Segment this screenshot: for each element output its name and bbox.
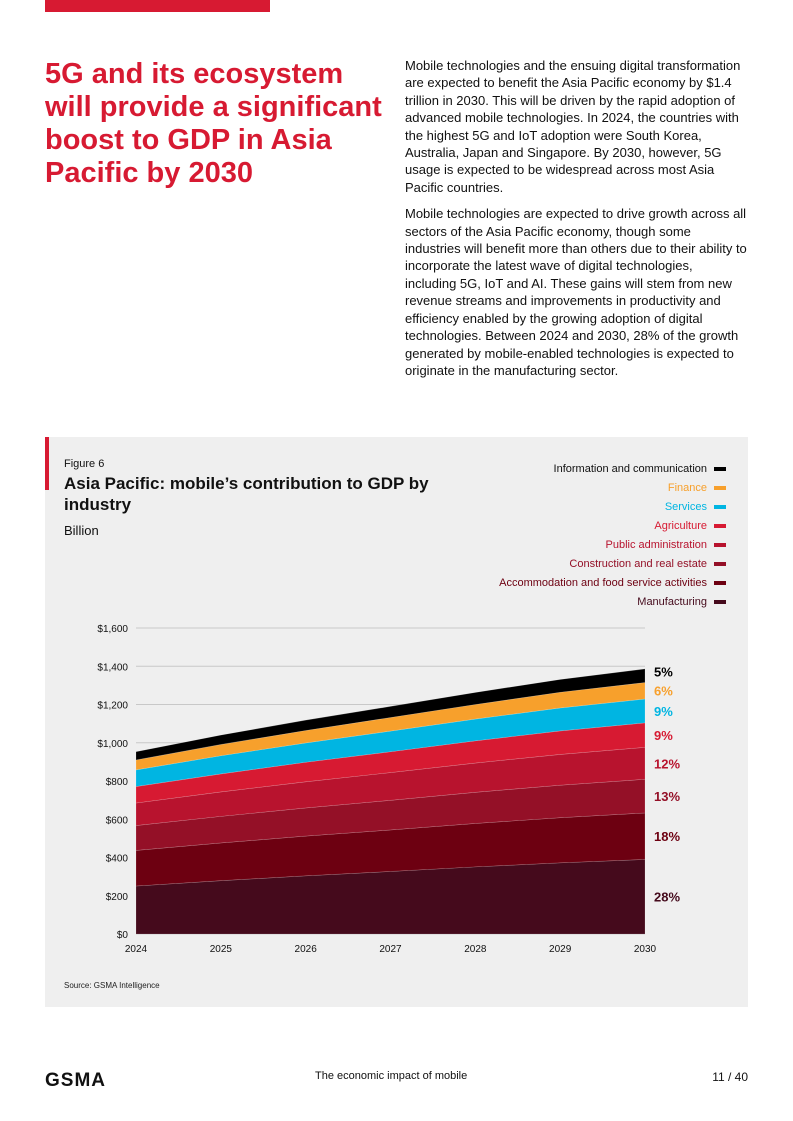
page-title: 5G and its ecosystem will provide a sign… [45,58,382,189]
y-tick-label: $200 [106,892,129,903]
gsma-logo: GSMA [45,1070,106,1091]
top-accent-bar [45,0,270,12]
share-label: 9% [654,728,673,743]
legend-label: Manufacturing [637,595,707,608]
y-tick-label: $1,000 [97,739,128,750]
legend-label: Agriculture [654,519,707,532]
legend-swatch [714,599,726,604]
share-label: 12% [654,756,680,771]
share-label: 18% [654,829,680,844]
area-chart: $0 $200 $400 $600 $800 $1,000 $1,200 $1,400 $1,6… [97,624,680,955]
legend-item: Construction and real estate [499,554,726,573]
chart-legend: Information and communication Finance Serv… [499,459,726,611]
legend-item: Manufacturing [499,592,726,611]
y-tick-label: $400 [106,854,129,865]
share-label: 9% [654,704,673,719]
legend-swatch [714,542,726,547]
x-tick-label: 2028 [464,944,487,955]
figure-unit: Billion [64,523,99,538]
paragraph: Mobile technologies are expected to driv… [405,206,747,378]
y-tick-label: $1,400 [97,662,128,673]
y-tick-label: $1,200 [97,701,128,712]
y-tick-label: $1,600 [97,624,128,635]
area-finance [135,682,646,771]
figure-panel: Figure 6 Asia Pacific: mobile’s contribu… [45,437,748,1007]
legend-label: Public administration [605,538,708,551]
figure-title: Asia Pacific: mobile’s contribution to G… [64,474,429,514]
y-tick-label: $600 [106,815,129,826]
figure-accent [45,437,49,490]
body-text: Mobile technologies and the ensuing digi… [405,57,747,388]
share-label: 28% [654,890,680,905]
legend-item: Agriculture [499,516,726,535]
legend-item: Finance [499,478,726,497]
legend-item: Information and communication [499,459,726,478]
legend-label: Information and communication [553,462,707,475]
x-tick-label: 2029 [549,944,572,955]
legend-swatch [714,561,726,566]
legend-label: Finance [667,481,707,494]
paragraph: Mobile technologies and the ensuing digi… [405,58,741,195]
legend-swatch [714,504,726,509]
y-tick-label: $800 [106,777,129,788]
area-public-administration [135,747,646,826]
legend-swatch [714,485,726,490]
legend-item: Public administration [499,535,726,554]
area-agriculture [135,722,646,804]
legend-item: Services [499,497,726,516]
figure-number: Figure 6 [64,458,105,470]
legend-swatch [714,523,726,528]
share-label: 5% [654,665,673,680]
legend-swatch [714,466,726,471]
x-tick-label: 2030 [634,944,657,955]
legend-label: Services [664,500,707,513]
x-tick-label: 2027 [379,944,402,955]
legend-label: Accommodation and food service activitie… [499,576,707,589]
share-label: 6% [654,684,673,699]
y-tick-label: $0 [117,930,129,941]
legend-item: Accommodation and food service activitie… [499,573,726,592]
share-label: 13% [654,789,680,804]
page-number: 11 / 40 [712,1070,748,1084]
figure-source: Source: GSMA Intelligence [64,981,160,990]
legend-label: Construction and real estate [569,557,707,570]
legend-swatch [714,580,726,585]
area-information-and-communication [135,668,646,761]
x-tick-label: 2025 [210,944,233,955]
footer-title: The economic impact of mobile [315,1070,468,1082]
area-accommodation-and-food-service-activities [135,812,646,887]
x-tick-label: 2026 [295,944,318,955]
x-tick-label: 2024 [125,944,148,955]
